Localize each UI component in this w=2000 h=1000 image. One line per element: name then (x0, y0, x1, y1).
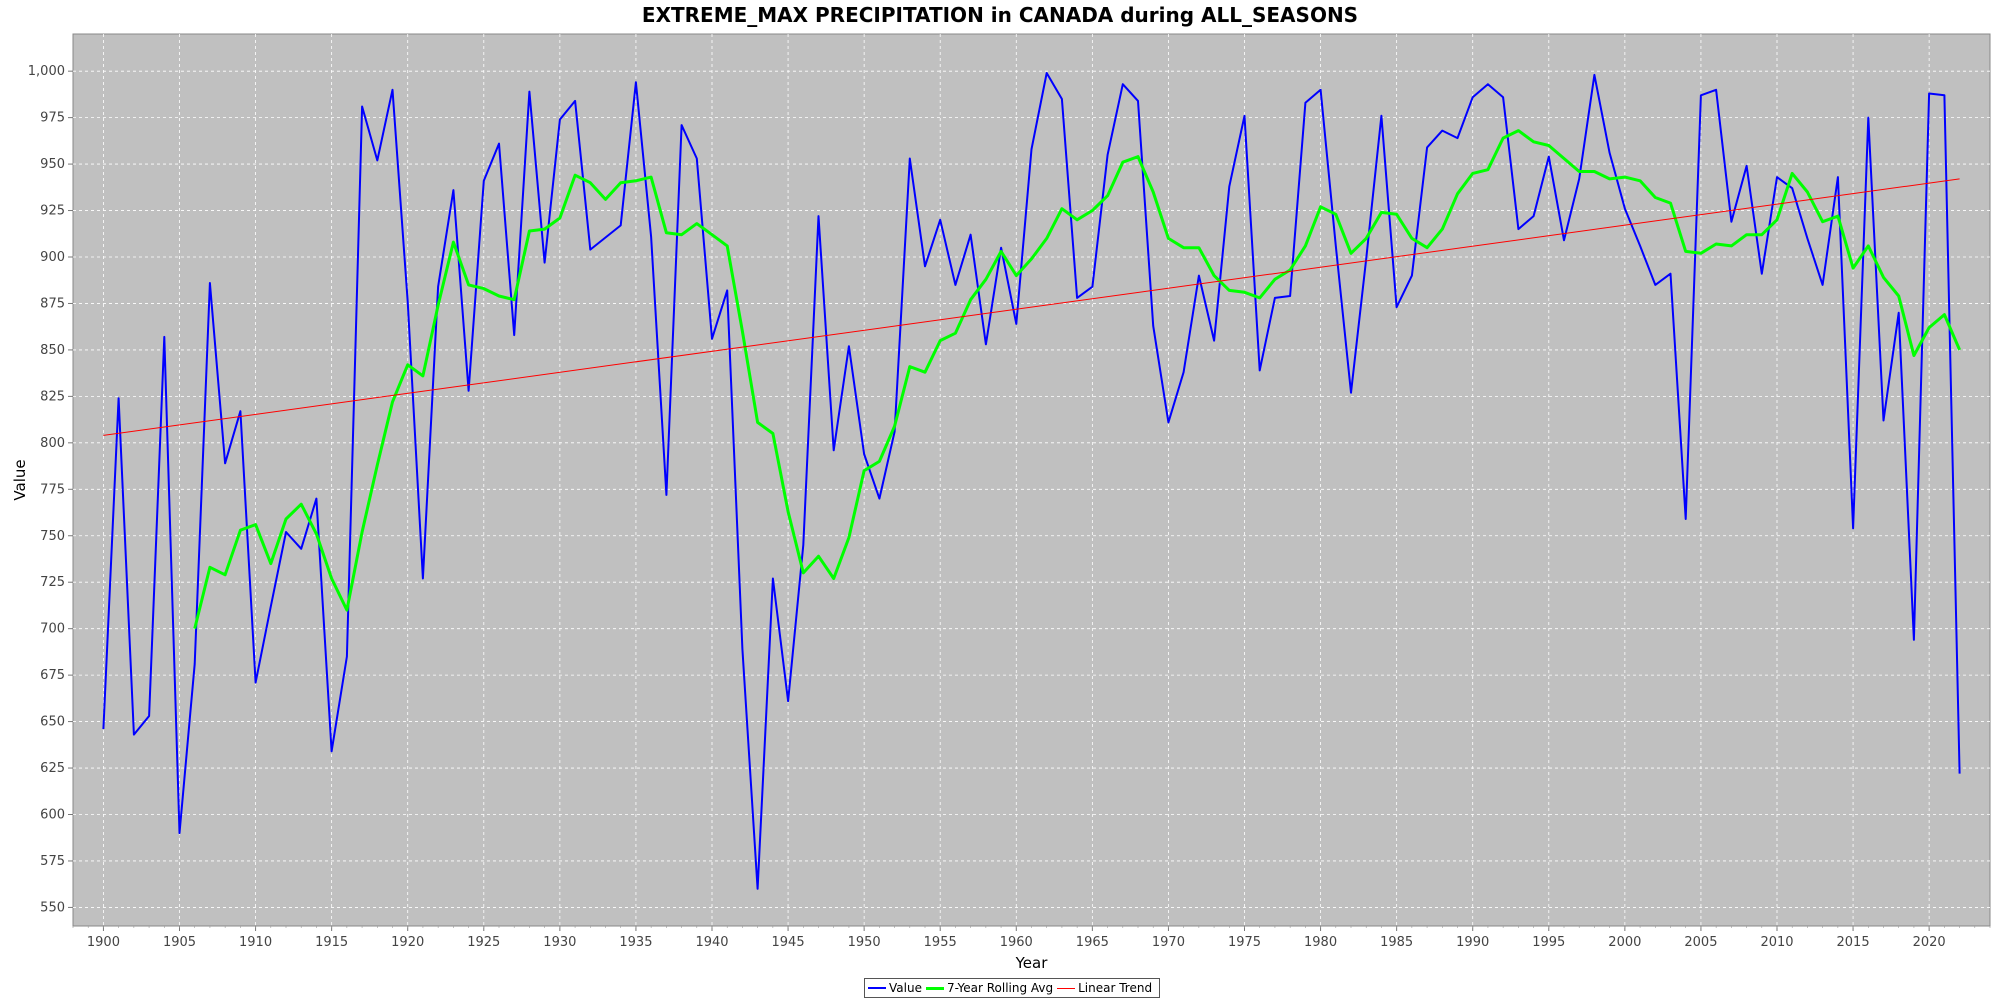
y-tick-label: 925 (40, 204, 65, 219)
y-tick-label: 800 (40, 436, 65, 451)
legend-swatch-linear-trend (1057, 987, 1076, 989)
y-tick-label: 550 (40, 900, 65, 915)
x-tick-label: 1980 (1304, 935, 1337, 950)
x-tick-label: 1960 (1000, 935, 1033, 950)
y-tick-label: 575 (40, 854, 65, 869)
x-axis-label: Year (1015, 954, 1049, 972)
x-tick-label: 2020 (1913, 935, 1946, 950)
plot-area (72, 33, 1991, 927)
legend-swatch-rolling-avg (925, 986, 944, 990)
x-tick-label: 1940 (695, 935, 728, 950)
legend-item-linear-trend: Linear Trend (1057, 981, 1152, 995)
y-tick-label: 850 (40, 343, 65, 358)
x-tick-label: 1915 (315, 935, 348, 950)
legend-label-linear-trend: Linear Trend (1078, 981, 1153, 995)
x-tick-label: 2005 (1684, 935, 1717, 950)
x-tick-label: 1925 (467, 935, 500, 950)
series-line-linear-trend (103, 178, 1960, 436)
legend: Value 7-Year Rolling Avg Linear Trend (864, 978, 1161, 998)
y-tick-label: 625 (40, 761, 65, 776)
y-tick-label: 1,000 (28, 64, 65, 79)
x-tick-label: 2000 (1608, 935, 1641, 950)
x-tick-label: 1930 (543, 935, 576, 950)
grid (73, 34, 1990, 926)
legend-item-rolling-avg: 7-Year Rolling Avg (925, 981, 1054, 995)
legend-item-value: Value (868, 981, 922, 995)
x-tick-label: 1950 (848, 935, 881, 950)
x-tick-label: 2010 (1760, 935, 1793, 950)
x-tick-label: 1990 (1456, 935, 1489, 950)
y-tick-label: 675 (40, 668, 65, 683)
y-tick-label: 600 (40, 808, 65, 823)
x-tick-label: 1975 (1228, 935, 1261, 950)
legend-swatch-value (868, 987, 886, 989)
x-tick-label: 1965 (1076, 935, 1109, 950)
y-tick-label: 700 (40, 622, 65, 637)
chart-title: EXTREME_MAX PRECIPITATION in CANADA duri… (641, 3, 1359, 27)
y-tick-label: 725 (40, 575, 65, 590)
legend-label-value: Value (889, 981, 922, 995)
series-line-value (102, 72, 1961, 890)
y-axis-label: Value (11, 459, 29, 500)
series-layer (102, 72, 1961, 890)
y-tick-label: 775 (40, 482, 65, 497)
y-tick-label: 900 (40, 250, 65, 265)
legend-label-rolling-avg: 7-Year Rolling Avg (946, 981, 1054, 995)
y-tick-label: 750 (40, 529, 65, 544)
y-tick-label: 875 (40, 296, 65, 311)
x-tick-label: 1900 (87, 935, 120, 950)
x-tick-label: 1935 (619, 935, 652, 950)
y-tick-label: 950 (40, 157, 65, 172)
x-tick-label: 1910 (239, 935, 272, 950)
series-line-7-year-rolling-avg (193, 129, 1961, 630)
x-tick-label: 1945 (772, 935, 805, 950)
x-tick-label: 1920 (391, 935, 424, 950)
y-tick-label: 975 (40, 111, 65, 126)
y-tick-label: 650 (40, 715, 65, 730)
x-tick-label: 1995 (1532, 935, 1565, 950)
axes: 1900 1905 1910 1915 1920 1925 1930 1935 1940 1945… (28, 64, 1991, 950)
x-tick-label: 1985 (1380, 935, 1413, 950)
y-tick-label: 825 (40, 389, 65, 404)
x-tick-label: 2015 (1837, 935, 1870, 950)
x-tick-label: 1905 (163, 935, 196, 950)
x-tick-label: 1955 (924, 935, 957, 950)
x-tick-label: 1970 (1152, 935, 1185, 950)
